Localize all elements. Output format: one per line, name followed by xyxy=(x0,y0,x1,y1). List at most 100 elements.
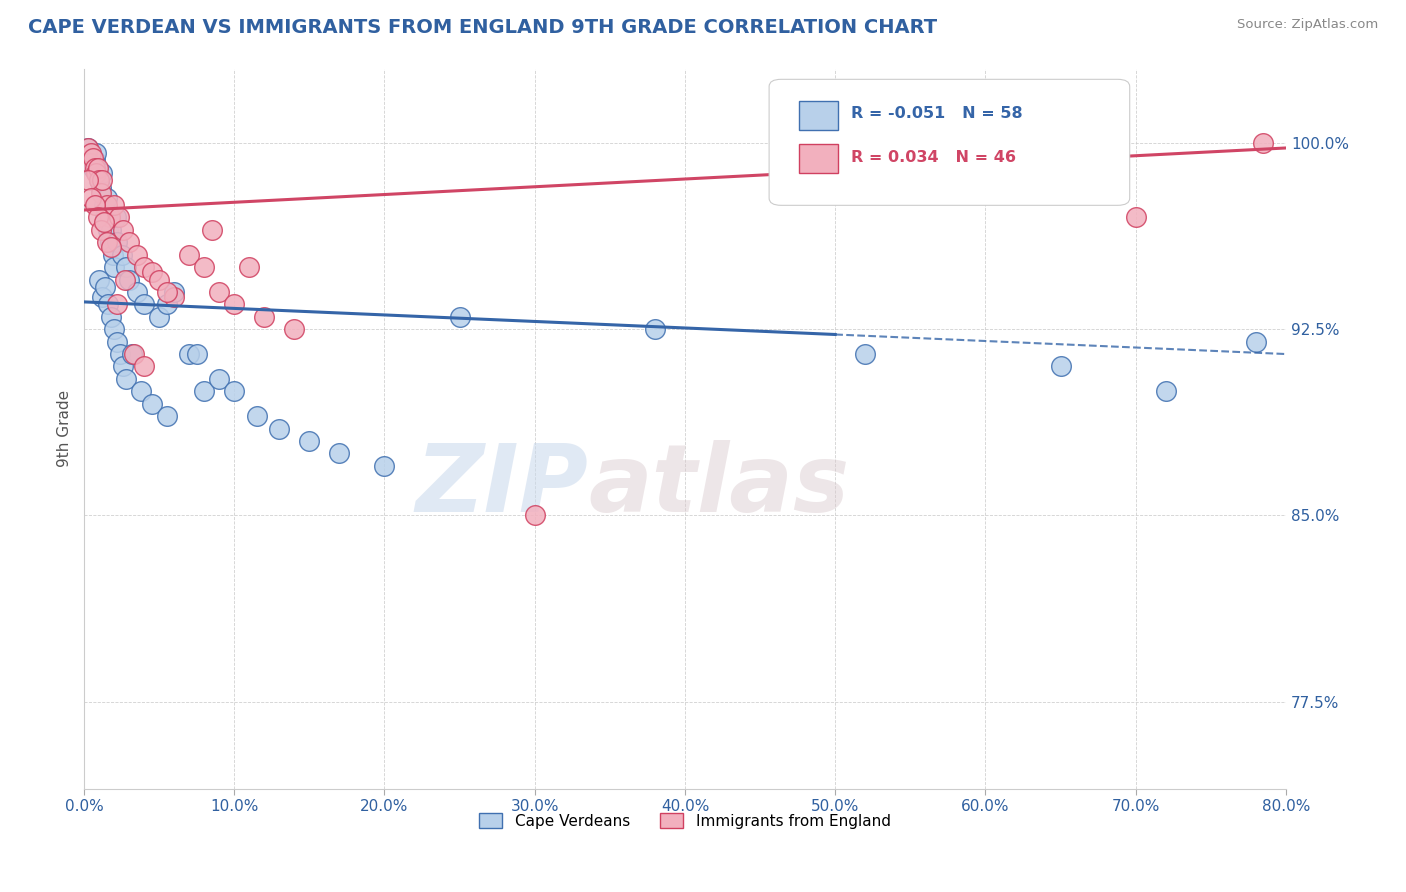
Text: atlas: atlas xyxy=(589,440,851,533)
Point xyxy=(108,347,131,361)
Point xyxy=(132,260,155,274)
Point xyxy=(328,446,350,460)
FancyBboxPatch shape xyxy=(799,145,838,173)
Point xyxy=(186,347,208,361)
Point xyxy=(87,272,110,286)
Point xyxy=(193,384,215,399)
Point xyxy=(179,248,201,262)
Point xyxy=(91,290,114,304)
Point xyxy=(156,297,179,311)
Point xyxy=(93,198,115,212)
Point xyxy=(148,272,170,286)
Point xyxy=(94,211,117,225)
Point xyxy=(89,180,111,194)
Point xyxy=(101,248,124,262)
Point xyxy=(110,248,132,262)
Text: Source: ZipAtlas.com: Source: ZipAtlas.com xyxy=(1237,18,1378,31)
Point xyxy=(114,272,136,286)
Point xyxy=(163,290,186,304)
Point xyxy=(84,166,107,180)
Point xyxy=(103,260,125,274)
Point xyxy=(77,141,100,155)
Point xyxy=(89,186,111,200)
Point xyxy=(98,235,121,250)
Point xyxy=(132,359,155,374)
Point xyxy=(103,198,125,212)
Text: CAPE VERDEAN VS IMMIGRANTS FROM ENGLAND 9TH GRADE CORRELATION CHART: CAPE VERDEAN VS IMMIGRANTS FROM ENGLAND … xyxy=(28,18,938,37)
Point xyxy=(156,409,179,423)
Point xyxy=(86,166,108,180)
Point xyxy=(122,347,145,361)
Point xyxy=(644,322,666,336)
Point xyxy=(283,322,305,336)
Point xyxy=(523,508,546,523)
Point xyxy=(1049,359,1071,374)
Point xyxy=(86,211,108,225)
Point xyxy=(104,211,127,225)
Point xyxy=(853,347,876,361)
Point xyxy=(193,260,215,274)
Point xyxy=(100,310,122,324)
Point xyxy=(82,161,104,175)
Point xyxy=(449,310,471,324)
Point xyxy=(97,223,120,237)
Point xyxy=(79,148,101,162)
FancyBboxPatch shape xyxy=(799,101,838,129)
Point xyxy=(83,153,105,168)
Point xyxy=(118,272,141,286)
Y-axis label: 9th Grade: 9th Grade xyxy=(58,390,72,467)
Point xyxy=(100,223,122,237)
Point xyxy=(238,260,260,274)
Point xyxy=(84,145,107,160)
Point xyxy=(80,145,103,160)
Point xyxy=(118,235,141,250)
Point xyxy=(141,397,163,411)
Point xyxy=(91,173,114,187)
Point xyxy=(97,297,120,311)
Point xyxy=(253,310,276,324)
Point xyxy=(201,223,224,237)
Point xyxy=(89,223,111,237)
Point xyxy=(246,409,269,423)
Point xyxy=(87,173,110,187)
Point xyxy=(208,285,231,299)
Point xyxy=(129,384,152,399)
Point xyxy=(156,285,179,299)
Point xyxy=(82,151,104,165)
FancyBboxPatch shape xyxy=(769,79,1129,205)
Point xyxy=(105,235,128,250)
Point xyxy=(83,161,105,175)
Point xyxy=(77,141,100,155)
Point xyxy=(125,248,148,262)
Point xyxy=(224,297,246,311)
Legend: Cape Verdeans, Immigrants from England: Cape Verdeans, Immigrants from England xyxy=(474,806,897,835)
Point xyxy=(269,421,291,435)
Point xyxy=(105,334,128,349)
Text: ZIP: ZIP xyxy=(416,440,589,533)
Point xyxy=(94,280,117,294)
Point xyxy=(115,372,138,386)
Point xyxy=(179,347,201,361)
Point xyxy=(107,211,129,225)
Point xyxy=(80,156,103,170)
Point xyxy=(112,223,135,237)
Point xyxy=(132,297,155,311)
Point xyxy=(103,322,125,336)
Point xyxy=(298,434,321,448)
Point xyxy=(79,156,101,170)
Point xyxy=(141,265,163,279)
Point xyxy=(163,285,186,299)
Point xyxy=(1154,384,1177,399)
Point xyxy=(93,215,115,229)
Point xyxy=(115,260,138,274)
Point xyxy=(1253,136,1275,150)
Text: R = -0.051   N = 58: R = -0.051 N = 58 xyxy=(851,106,1022,121)
Point xyxy=(96,198,118,212)
Point xyxy=(208,372,231,386)
Point xyxy=(121,347,143,361)
Point xyxy=(83,198,105,212)
Point xyxy=(76,148,98,162)
Point xyxy=(125,285,148,299)
Point xyxy=(373,458,395,473)
Text: R = 0.034   N = 46: R = 0.034 N = 46 xyxy=(851,150,1017,165)
